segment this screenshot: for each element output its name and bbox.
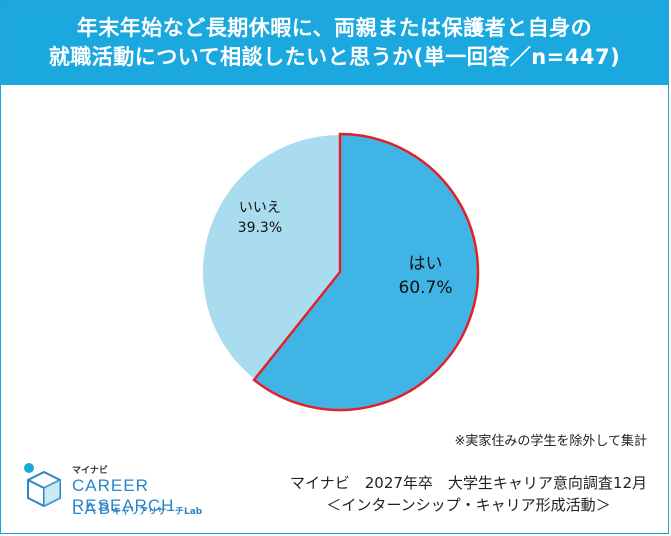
- pie-slice-1: [201, 132, 341, 382]
- chart-header: 年末年始など長期休暇に、両親または保護者と自身の 就職活動について相談したいと思…: [1, 1, 668, 85]
- logo-brand-ja: マイナビ: [72, 466, 108, 476]
- pie-label-1: いいえ: [239, 200, 281, 216]
- source-note: マイナビ 2027年卒 大学生キャリア意向調査12月 ＜インターンシップ・キャリ…: [290, 472, 647, 516]
- career-research-lab-logo: マイナビ CAREER RESEARCH LAB キャリアリサーチLab: [20, 462, 225, 524]
- pie-chart: はい 60.7% いいえ 39.3%: [201, 132, 480, 412]
- pie-slice-outline-0: [252, 132, 480, 412]
- footnote: ※実家住みの学生を除外して集計: [454, 434, 647, 449]
- cube-logo-icon: [24, 463, 61, 508]
- pie-label-0: はい: [409, 254, 443, 274]
- source-line2: ＜インターンシップ・キャリア形成活動＞: [326, 496, 611, 514]
- logo-name-sub: キャリアリサーチLab: [112, 507, 203, 517]
- source-line1: マイナビ 2027年卒 大学生キャリア意向調査12月: [290, 474, 647, 492]
- chart-title-line1: 年末年始など長期休暇に、両親または保護者と自身の: [76, 16, 593, 40]
- logo-name-line1: CAREER RESEARCH: [72, 476, 175, 515]
- logo-name-line2: LAB: [72, 499, 114, 518]
- pie-value-label-0: 60.7%: [399, 278, 453, 298]
- pie-value-label-1: 39.3%: [238, 220, 282, 236]
- chart-title-line2: 就職活動について相談したいと思うか(単一回答／n=447): [48, 45, 621, 69]
